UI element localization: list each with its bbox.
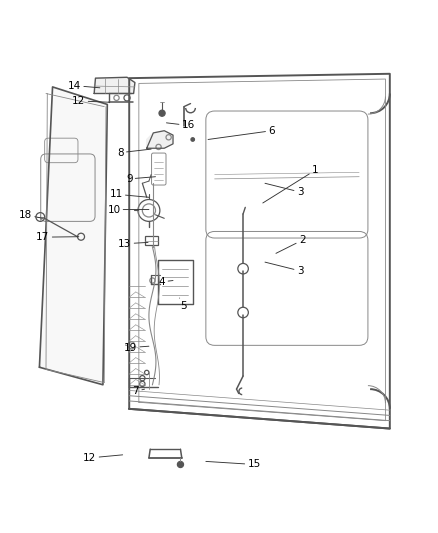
Text: 19: 19 bbox=[124, 343, 149, 352]
Text: 6: 6 bbox=[208, 126, 275, 140]
Text: 10: 10 bbox=[107, 205, 149, 215]
Text: 9: 9 bbox=[126, 174, 155, 184]
Text: 7: 7 bbox=[132, 386, 145, 397]
Text: 13: 13 bbox=[118, 239, 148, 249]
Text: 1: 1 bbox=[263, 165, 319, 203]
Polygon shape bbox=[147, 131, 173, 148]
Text: 15: 15 bbox=[206, 459, 261, 470]
Polygon shape bbox=[94, 77, 135, 93]
Text: 2: 2 bbox=[276, 235, 306, 253]
Text: 3: 3 bbox=[265, 183, 304, 197]
Text: 14: 14 bbox=[68, 80, 100, 91]
Circle shape bbox=[177, 462, 184, 467]
Circle shape bbox=[191, 138, 194, 141]
Polygon shape bbox=[39, 87, 107, 385]
Text: 17: 17 bbox=[36, 232, 79, 242]
Text: 18: 18 bbox=[19, 210, 43, 220]
Circle shape bbox=[159, 110, 165, 116]
Text: 5: 5 bbox=[180, 298, 187, 311]
Text: 12: 12 bbox=[72, 96, 110, 106]
Text: 8: 8 bbox=[117, 148, 151, 158]
Text: 3: 3 bbox=[265, 262, 304, 276]
Text: 12: 12 bbox=[83, 453, 123, 463]
Text: 11: 11 bbox=[110, 189, 149, 199]
Text: 16: 16 bbox=[166, 120, 195, 131]
Text: 4: 4 bbox=[159, 277, 173, 287]
